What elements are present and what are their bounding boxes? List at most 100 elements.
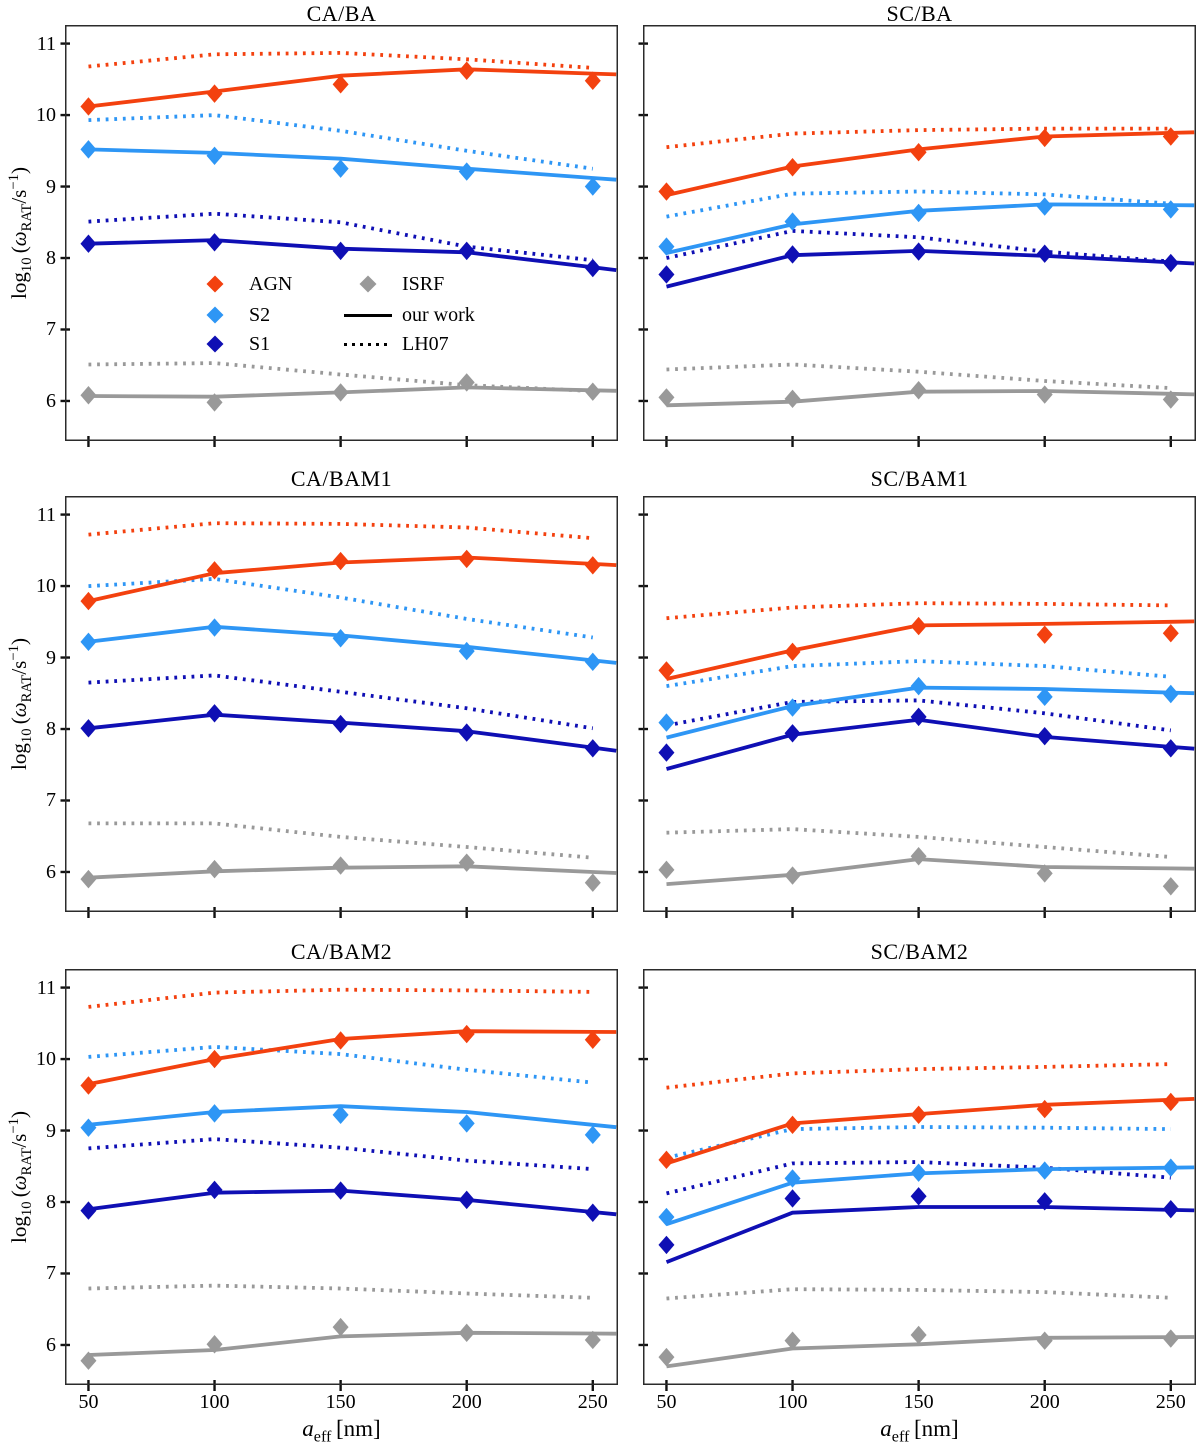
legend-label-lh07: LH07 (402, 332, 449, 355)
series-isrf-marker (332, 383, 349, 402)
panel-title-sc-bam2: SC/BAM2 (870, 939, 969, 964)
series-s1-solid-line (666, 717, 1195, 771)
series-s2-marker (910, 203, 927, 223)
legend-item-s1: S1 (191, 333, 270, 355)
series-isrf-marker (1036, 385, 1053, 404)
x-tick-label: 200 (1029, 1391, 1060, 1413)
series-s2-marker (1162, 1158, 1179, 1177)
series-agn-marker (910, 143, 927, 162)
panel-sc-bam2-plot (638, 969, 1196, 1391)
series-agn-marker (584, 556, 601, 575)
series-s1-marker (206, 704, 223, 723)
series-s1-marker (80, 719, 97, 738)
series-agn-solid-line (88, 1029, 617, 1086)
series-s1-marker (332, 714, 349, 734)
legend-label-s1: S1 (249, 332, 271, 355)
panel-sc-bam1 (638, 496, 1196, 918)
x-axis-label-right: aeff [nm] (880, 1416, 959, 1446)
series-agn-marker (910, 616, 927, 636)
series-s2-marker (784, 1169, 801, 1188)
series-agn-marker (458, 549, 475, 569)
series-agn-marker (1162, 127, 1179, 146)
series-s1-marker (458, 241, 475, 261)
series-s2-marker (206, 618, 223, 637)
series-isrf-dotted-line (88, 821, 593, 860)
series-agn-solid-line (88, 67, 617, 109)
series-isrf-marker (332, 856, 349, 875)
y-tick-label: 8 (46, 1191, 56, 1214)
series-s1-marker (658, 743, 675, 762)
series-agn-marker (1036, 128, 1053, 148)
series-isrf-marker (458, 1323, 475, 1343)
series-agn-marker (584, 71, 601, 90)
series-isrf-marker (80, 869, 97, 889)
x-tick-label: 150 (325, 1391, 356, 1413)
panel-sc-ba (638, 25, 1196, 447)
series-agn-marker (658, 182, 675, 201)
series-isrf-marker (910, 1325, 927, 1345)
series-s1-marker (910, 242, 927, 261)
series-s1-marker (658, 265, 675, 284)
series-s1-marker (784, 245, 801, 264)
series-s1-dotted-line (88, 211, 594, 263)
series-s1-marker (584, 258, 601, 278)
y-tick-label: 11 (36, 503, 56, 526)
series-isrf-marker (1162, 390, 1179, 409)
panel-ca-bam2-plot (60, 969, 618, 1391)
series-isrf-solid-line (88, 1330, 617, 1357)
y-tick-label: 10 (36, 1048, 56, 1071)
series-s2-solid-line (666, 685, 1195, 740)
x-tick-label: 250 (577, 1391, 608, 1413)
series-s2-marker (332, 629, 349, 648)
legend-label-isrf: ISRF (402, 272, 445, 295)
series-s1-marker (784, 1189, 801, 1208)
panel-frame (65, 496, 618, 912)
series-agn-marker (206, 84, 223, 103)
series-s1-solid-line (665, 1205, 1195, 1264)
series-s1-marker (332, 241, 349, 261)
series-isrf-marker (206, 859, 223, 879)
panel-title-ca-ba: CA/BA (306, 1, 377, 26)
series-s2-solid-line (666, 202, 1195, 255)
series-isrf-solid-line (88, 385, 617, 399)
series-s2-marker (332, 1105, 349, 1125)
series-isrf-dotted-line (666, 1287, 1171, 1301)
series-s2-marker (658, 237, 675, 256)
x-tick-label: 250 (1155, 1391, 1186, 1413)
series-isrf-marker (80, 386, 97, 405)
series-agn-dotted-line (88, 521, 593, 541)
series-s2-marker (584, 177, 601, 196)
series-agn-marker (1162, 624, 1179, 643)
y-tick-label: 9 (46, 646, 56, 669)
series-isrf-marker (1162, 877, 1179, 896)
series-s2-solid-line (665, 1165, 1195, 1227)
panel-frame (643, 25, 1196, 441)
series-isrf-marker (910, 847, 927, 866)
x-tick-label: 100 (199, 1391, 230, 1413)
series-s2-marker (332, 159, 349, 178)
series-s1-marker (1162, 739, 1179, 758)
series-s1-marker (1162, 1199, 1179, 1219)
series-agn-marker (206, 561, 223, 580)
series-isrf-marker (658, 1347, 675, 1367)
series-isrf-solid-line (88, 864, 617, 880)
series-s1-marker (1036, 244, 1053, 263)
y-tick-label: 7 (46, 789, 56, 812)
legend-item-agn: AGN (191, 273, 292, 295)
series-s2-marker (658, 713, 675, 732)
series-s1-marker (584, 739, 601, 758)
series-isrf-marker (658, 860, 675, 880)
series-agn-marker (1036, 625, 1053, 644)
series-isrf-marker (784, 1331, 801, 1350)
panel-frame (643, 496, 1196, 912)
legend-label-our-work: our work (402, 303, 475, 326)
series-s2-marker (1036, 1161, 1053, 1180)
legend-item-lh07: LH07 (344, 333, 449, 355)
series-s2-dotted-line (666, 1125, 1171, 1160)
series-s2-solid-line (88, 147, 617, 182)
panel-ca-ba-plot (60, 25, 618, 447)
isrf-diamond-icon (344, 273, 392, 295)
series-agn-dotted-line (666, 601, 1171, 621)
series-agn-marker (784, 1115, 801, 1135)
